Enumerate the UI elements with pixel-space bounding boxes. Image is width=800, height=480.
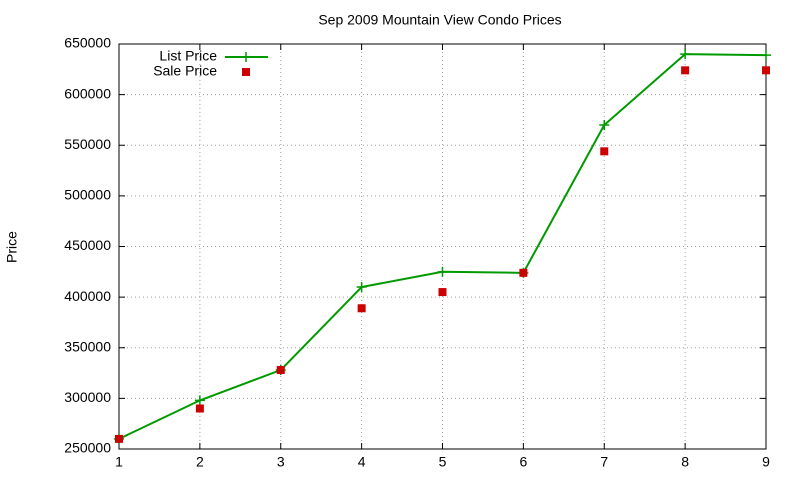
data-point [599, 120, 610, 130]
x-tick-label: 6 [519, 454, 527, 470]
y-tick-label: 300000 [64, 389, 111, 405]
data-point [276, 366, 285, 375]
data-point [356, 282, 367, 292]
data-point [762, 66, 770, 75]
y-tick-label: 350000 [64, 338, 111, 354]
data-point [600, 147, 609, 156]
x-tick-label: 1 [115, 454, 123, 470]
x-tick-label: 3 [277, 454, 285, 470]
data-point [680, 49, 691, 60]
y-tick-label: 500000 [64, 187, 111, 203]
y-tick-label: 450000 [64, 237, 111, 253]
x-tick-label: 9 [762, 454, 770, 470]
x-tick-label: 7 [600, 454, 608, 470]
data-point [681, 66, 690, 75]
data-point [438, 288, 447, 297]
x-tick-label: 5 [439, 454, 447, 470]
y-tick-label: 600000 [64, 85, 111, 101]
legend-marker [242, 68, 250, 76]
data-point [115, 434, 123, 443]
y-axis-label: Price [4, 231, 20, 263]
x-tick-label: 4 [358, 454, 366, 470]
legend-marker [241, 52, 251, 62]
y-tick-label: 400000 [64, 288, 111, 304]
data-point [437, 266, 448, 277]
data-point [195, 404, 204, 413]
data-point [357, 304, 366, 313]
x-tick-label: 8 [681, 454, 689, 470]
data-point [519, 268, 528, 277]
data-point [761, 50, 771, 61]
data-point [194, 395, 205, 406]
y-tick-label: 650000 [64, 35, 111, 51]
legend-label: List Price [159, 48, 217, 64]
y-tick-label: 550000 [64, 136, 111, 152]
chart-title: Sep 2009 Mountain View Condo Prices [318, 12, 561, 28]
x-tick-label: 2 [196, 454, 204, 470]
y-tick-label: 250000 [64, 440, 111, 456]
plot-frame [118, 43, 767, 450]
legend-label: Sale Price [153, 63, 217, 79]
